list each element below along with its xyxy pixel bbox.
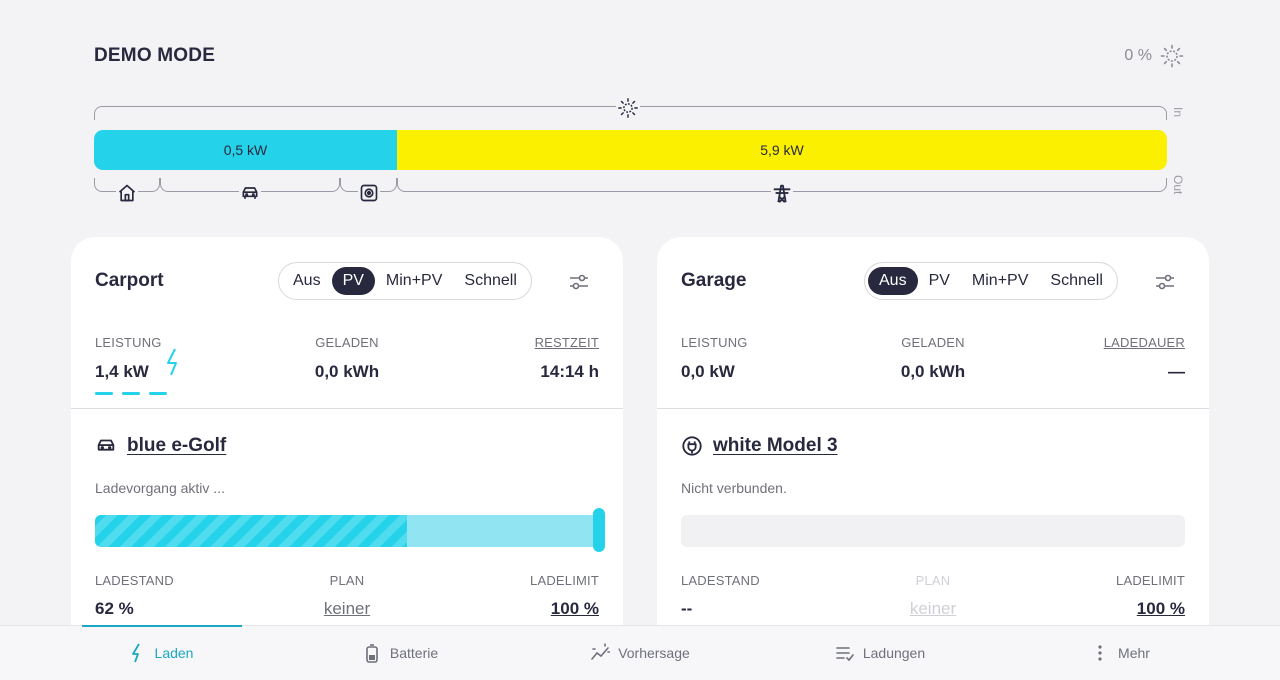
car-icon [239, 182, 261, 204]
grid-export-segment: 5,9 kW [397, 130, 1167, 170]
home-icon [116, 182, 138, 204]
sun-outline-icon [1160, 44, 1184, 68]
page-title: DEMO MODE [94, 45, 216, 66]
loadpoint-card-garage: Garage Aus PV Min+PV Schnell LEISTUNG 0,… [657, 237, 1209, 637]
stat-limit[interactable]: LADELIMIT 100 % [530, 573, 599, 618]
car-icon [97, 439, 115, 451]
bolt-icon [131, 643, 140, 663]
pv-sun-icon [616, 96, 640, 120]
stat-plan[interactable]: PLAN keiner [323, 573, 371, 618]
mode-minpv[interactable]: Min+PV [971, 272, 1029, 289]
vehicle-status: Nicht verbunden. [681, 480, 787, 496]
stat-soc: LADESTAND -- [681, 573, 760, 618]
mode-selector[interactable]: Aus PV Min+PV Schnell [864, 262, 1118, 300]
stat-charge-duration[interactable]: LADEDAUER — [1103, 335, 1185, 381]
divider [657, 408, 1209, 409]
bottom-nav: Laden Batterie Vorhersage Ladungen Mehr [0, 625, 1280, 680]
loadpoint-card-carport: Carport Aus PV Min+PV Schnell LEISTUNG 1… [71, 237, 623, 637]
stat-charged: GELADEN 0,0 kWh [900, 335, 966, 381]
home-power-segment: 0,5 kW [94, 130, 397, 170]
power-bar: 0,5 kW 5,9 kW [94, 130, 1167, 170]
mode-aus[interactable]: Aus [293, 272, 321, 289]
battery-status[interactable]: 0 % [1124, 44, 1184, 68]
soc-fill [95, 515, 408, 547]
stat-remaining-time[interactable]: RESTZEIT 14:14 h [534, 335, 599, 381]
nav-batterie[interactable]: Batterie [300, 626, 500, 680]
vehicle-name[interactable]: blue e-Golf [127, 435, 227, 456]
soc-bar[interactable] [95, 515, 599, 547]
nav-vorhersage[interactable]: Vorhersage [540, 626, 740, 680]
nav-ladungen[interactable]: Ladungen [780, 626, 980, 680]
loadpoint-title: Garage [681, 270, 747, 291]
battery-percent: 0 % [1124, 47, 1152, 64]
nav-laden[interactable]: Laden [60, 625, 260, 680]
mode-pv[interactable]: PV [331, 267, 375, 295]
mode-aus[interactable]: Aus [868, 267, 918, 295]
soc-bar [681, 515, 1185, 547]
battery-storage-icon [358, 182, 380, 204]
plug-icon [682, 436, 702, 456]
stat-plan: PLAN keiner [909, 573, 957, 618]
stat-soc: LADESTAND 62 % [95, 573, 174, 618]
loadpoint-title: Carport [95, 270, 164, 291]
settings-sliders-icon[interactable] [1153, 270, 1177, 294]
vehicle-selector[interactable]: white Model 3 [681, 435, 838, 457]
battery-icon [366, 644, 378, 663]
mode-schnell[interactable]: Schnell [1050, 272, 1103, 289]
more-vertical-icon [1098, 645, 1102, 661]
forecast-icon [591, 643, 611, 660]
in-label: In [1171, 107, 1185, 118]
vehicle-status: Ladevorgang aktiv ... [95, 480, 225, 496]
stat-limit[interactable]: LADELIMIT 100 % [1116, 573, 1185, 618]
vehicle-selector[interactable]: blue e-Golf [95, 435, 226, 457]
mode-minpv[interactable]: Min+PV [385, 272, 443, 289]
divider [71, 408, 623, 409]
stat-charged: GELADEN 0,0 kWh [314, 335, 380, 381]
mode-pv[interactable]: PV [928, 272, 950, 289]
mode-schnell[interactable]: Schnell [464, 272, 517, 289]
stat-power: LEISTUNG 1,4 kW [95, 335, 162, 381]
settings-sliders-icon[interactable] [567, 270, 591, 294]
grid-tower-icon [771, 182, 793, 204]
bolt-icon [167, 348, 177, 376]
mode-selector[interactable]: Aus PV Min+PV Schnell [278, 262, 532, 300]
out-label: Out [1171, 175, 1185, 195]
charging-indicator [95, 392, 167, 395]
list-icon [836, 647, 854, 662]
stat-power: LEISTUNG 0,0 kW [681, 335, 748, 381]
nav-mehr[interactable]: Mehr [1020, 626, 1220, 680]
energy-flow[interactable]: 0,5 kW 5,9 kW In Out [94, 96, 1185, 206]
vehicle-name[interactable]: white Model 3 [713, 435, 838, 456]
limit-slider-handle[interactable] [593, 508, 605, 552]
